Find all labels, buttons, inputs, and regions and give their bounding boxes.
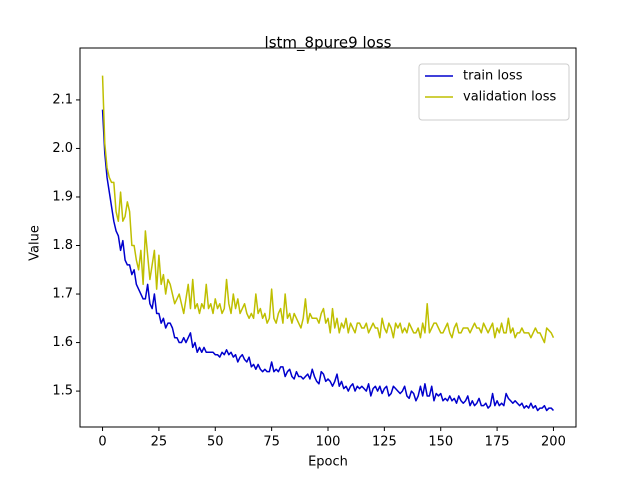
x-tick-label: 175 — [485, 435, 510, 450]
x-tick-label: 100 — [316, 435, 341, 450]
x-tick-label: 200 — [541, 435, 566, 450]
y-tick-label: 1.7 — [52, 287, 73, 302]
y-axis-label: Value — [28, 225, 43, 261]
y-tick-label: 1.9 — [52, 189, 73, 204]
y-tick-label: 2.0 — [52, 141, 73, 156]
x-tick-label: 50 — [207, 435, 224, 450]
line-series — [101, 75, 555, 344]
x-axis-label: Epoch — [308, 455, 348, 470]
x-tick-label: 125 — [372, 435, 397, 450]
y-tick-label: 2.1 — [52, 92, 73, 107]
x-tick-label: 25 — [151, 435, 168, 450]
legend-box — [418, 63, 570, 121]
legend-label: validation loss — [463, 90, 556, 105]
legend-label: train loss — [463, 69, 523, 84]
y-tick-label: 1.8 — [52, 238, 73, 253]
chart-title: lstm_8pure9 loss — [265, 34, 392, 53]
line-series — [101, 109, 555, 412]
y-tick-label: 1.5 — [52, 384, 73, 399]
x-tick-label: 150 — [428, 435, 453, 450]
x-tick-label: 75 — [263, 435, 280, 450]
y-tick-label: 1.6 — [52, 335, 73, 350]
axes-frame — [79, 47, 577, 428]
x-tick-label: 0 — [98, 435, 106, 450]
